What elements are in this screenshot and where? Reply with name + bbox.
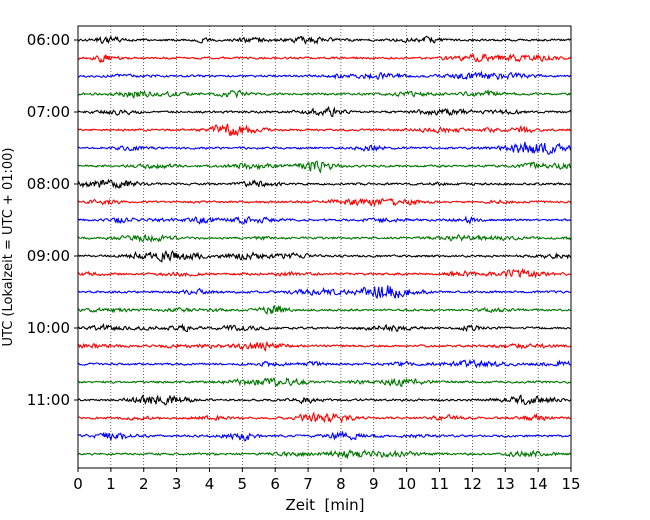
trace-0815 — [77, 197, 572, 208]
x-tick-label-6: 6 — [270, 475, 280, 493]
y-tick-label-06:00: 06:00 — [27, 31, 70, 49]
x-tick-label-4: 4 — [205, 475, 215, 493]
y-tick-label-11:00: 11:00 — [27, 391, 70, 409]
trace-0715 — [77, 123, 572, 137]
x-tick-label-12: 12 — [463, 475, 482, 493]
trace-0845 — [77, 234, 572, 243]
y-axis-label: UTC (Lokalzeit = UTC + 01:00) — [1, 148, 16, 347]
y-axis-ticks: 06:00 07:00 08:00 09:00 10:00 11:00 — [27, 31, 78, 409]
trace-1030 — [77, 358, 572, 369]
trace-0645 — [77, 88, 572, 99]
trace-1145 — [77, 448, 572, 460]
trace-1115 — [77, 411, 572, 424]
trace-0915 — [77, 267, 572, 279]
x-tick-label-2: 2 — [139, 475, 149, 493]
x-tick-label-8: 8 — [336, 475, 346, 493]
x-tick-label-10: 10 — [397, 475, 416, 493]
y-tick-label-09:00: 09:00 — [27, 247, 70, 265]
x-axis-label: Zeit [min] — [285, 496, 364, 514]
trace-1015 — [77, 340, 572, 352]
grid-lines — [110, 26, 539, 468]
plot-frame — [77, 25, 572, 469]
x-tick-label-3: 3 — [172, 475, 182, 493]
trace-0800 — [77, 178, 572, 190]
trace-1100 — [77, 394, 572, 406]
trace-0945 — [77, 304, 572, 315]
trace-0615 — [77, 53, 572, 64]
trace-1045 — [77, 376, 572, 388]
trace-0745 — [77, 160, 572, 174]
trace-0700 — [77, 105, 572, 118]
y-tick-label-07:00: 07:00 — [27, 103, 70, 121]
x-tick-label-15: 15 — [561, 475, 580, 493]
x-tick-label-0: 0 — [73, 475, 83, 493]
x-axis-ticks: 0 1 2 3 4 5 6 7 8 9 10 11 12 13 14 15 — [73, 468, 581, 493]
trace-lines — [77, 35, 572, 460]
x-tick-label-13: 13 — [496, 475, 515, 493]
trace-0630 — [77, 70, 572, 81]
trace-0930 — [77, 285, 572, 300]
y-tick-label-10:00: 10:00 — [27, 319, 70, 337]
x-tick-label-5: 5 — [238, 475, 248, 493]
x-tick-label-1: 1 — [106, 475, 116, 493]
trace-0730 — [77, 141, 572, 155]
x-tick-label-9: 9 — [369, 475, 379, 493]
trace-0900 — [77, 249, 572, 263]
trace-1000 — [77, 323, 572, 333]
x-tick-label-7: 7 — [303, 475, 313, 493]
y-tick-label-08:00: 08:00 — [27, 175, 70, 193]
x-tick-label-11: 11 — [430, 475, 449, 493]
trace-0600 — [77, 35, 572, 45]
x-tick-label-14: 14 — [529, 475, 548, 493]
trace-0830 — [77, 215, 572, 225]
trace-1130 — [77, 430, 572, 442]
